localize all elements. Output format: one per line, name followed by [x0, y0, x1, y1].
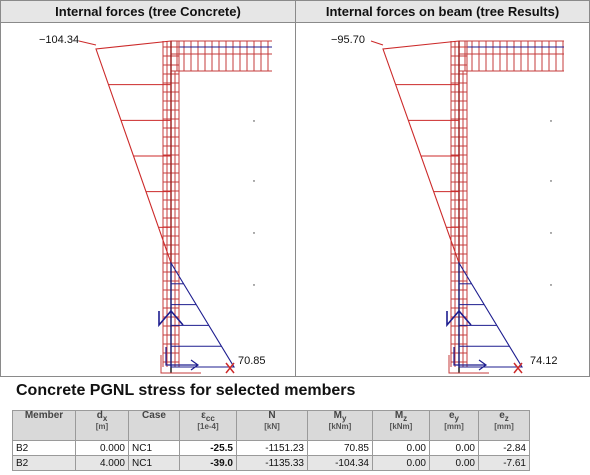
table-cell: -104.34: [307, 455, 373, 471]
grid-dot: [550, 284, 552, 286]
panel-title: Internal forces (tree Concrete): [1, 1, 295, 23]
support-symbol: [446, 309, 472, 328]
moment-negative-area: [382, 40, 460, 264]
panel-results: Internal forces on beam (tree Results) −…: [295, 0, 590, 377]
label-leader: [370, 40, 384, 46]
top-moment-value: −104.34: [39, 34, 79, 46]
diagram-panels: Internal forces (tree Concrete) −104.34 7…: [0, 0, 590, 377]
table-cell: -7.61: [478, 455, 530, 471]
table-cell: NC1: [128, 455, 180, 471]
base-line: [448, 355, 489, 374]
label-leader: [78, 40, 97, 46]
grid-dot: [253, 284, 255, 286]
column-header: My [kNm]: [307, 410, 373, 441]
moment-positive-area: [458, 261, 523, 368]
table-cell: B2: [12, 455, 76, 471]
table-row: B2 0.000 NC1 -25.5 -1151.23 70.85 0.00 0.00 -2.8…: [12, 440, 530, 456]
grid-dot: [253, 232, 255, 234]
table-cell: 70.85: [307, 440, 373, 456]
cross-marker: [513, 362, 523, 374]
support-symbol: [158, 309, 184, 328]
top-moment-value: −95.70: [331, 34, 365, 46]
table-cell: 0.00: [372, 440, 430, 456]
column-header: ey [mm]: [429, 410, 479, 441]
table-cell: 4.000: [75, 455, 129, 471]
grid-dot: [253, 120, 255, 122]
moment-diagram-concrete: −104.34 70.85: [39, 34, 272, 374]
cross-marker: [225, 362, 235, 374]
table-cell: -39.0: [179, 455, 237, 471]
column-header: Case: [128, 410, 180, 441]
table-cell: 0.00: [429, 455, 479, 471]
results-table: Member dx [m] Case εcc [1e-4] N [kN] My [kNm] Mz [k…: [12, 410, 530, 471]
grid-dot: [550, 232, 552, 234]
table-cell: 0.00: [429, 440, 479, 456]
grid-dot: [550, 180, 552, 182]
column-header: dx [m]: [75, 410, 129, 441]
section-title: Concrete PGNL stress for selected member…: [16, 382, 356, 399]
table-cell: B2: [12, 440, 76, 456]
bottom-moment-value: 74.12: [530, 355, 558, 367]
table-cell: -1151.23: [236, 440, 308, 456]
column-header: εcc [1e-4]: [179, 410, 237, 441]
table-cell: 0.000: [75, 440, 129, 456]
load-arrow: [165, 347, 200, 371]
moment-positive-area: [170, 261, 235, 368]
moment-negative-area: [95, 40, 172, 264]
table-header-row: Member dx [m] Case εcc [1e-4] N [kN] My [kNm] Mz [k…: [12, 410, 530, 441]
moment-diagram-results: −95.70 74.12: [331, 34, 564, 374]
grid-dot: [253, 180, 255, 182]
column-header: N [kN]: [236, 410, 308, 441]
load-arrow: [453, 347, 488, 371]
table-cell: -2.84: [478, 440, 530, 456]
column-header: ez [mm]: [478, 410, 530, 441]
table-body: B2 0.000 NC1 -25.5 -1151.23 70.85 0.00 0.00 -2.8…: [12, 440, 530, 471]
table-cell: 0.00: [372, 455, 430, 471]
column-header: Mz [kNm]: [372, 410, 430, 441]
table-cell: NC1: [128, 440, 180, 456]
table-cell: -25.5: [179, 440, 237, 456]
panel-title: Internal forces on beam (tree Results): [296, 1, 589, 23]
panel-concrete: Internal forces (tree Concrete) −104.34 7…: [0, 0, 296, 377]
base-line: [160, 355, 201, 374]
column-header: Member: [12, 410, 76, 441]
grid-dot: [550, 120, 552, 122]
bottom-moment-value: 70.85: [238, 355, 266, 367]
table-row: B2 4.000 NC1 -39.0 -1135.33 -104.34 0.00 0.00 -7…: [12, 455, 530, 471]
table-cell: -1135.33: [236, 455, 308, 471]
